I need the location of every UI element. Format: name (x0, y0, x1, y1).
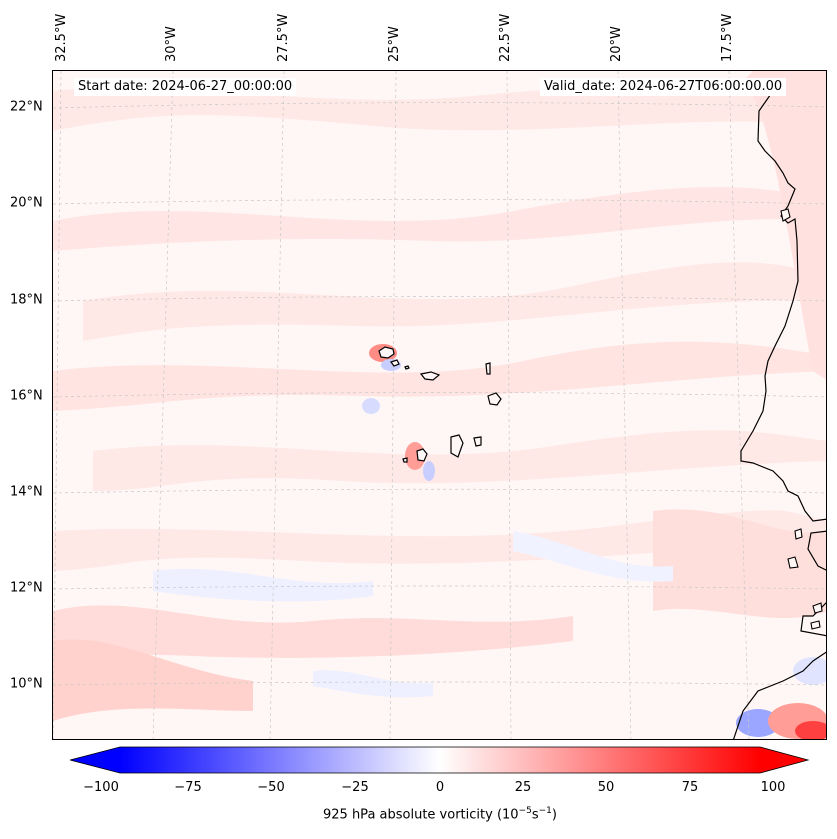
graticule (53, 71, 826, 739)
island-santa-luzia (404, 365, 410, 370)
island-boa-vista (487, 392, 502, 406)
lat-label: 10°N (10, 676, 43, 692)
africa-coastline (733, 90, 826, 739)
lat-label: 16°N (10, 388, 43, 404)
island-santo-antao (378, 346, 395, 359)
island-maio (473, 436, 482, 447)
lat-label: 22°N (10, 99, 43, 115)
colorbar-label-exponent: −1 (538, 806, 552, 816)
lon-label: 32.5°W (54, 13, 69, 62)
lon-label: 25°W (387, 26, 402, 62)
colorbar-gradient (120, 747, 760, 773)
colorbar-label: 925 hPa absolute vorticity (10−5s−1) (0, 806, 837, 822)
lat-label: 14°N (10, 484, 43, 500)
island-santiago (450, 434, 464, 458)
lat-label: 20°N (10, 195, 43, 211)
colorbar-tick-label: 25 (514, 780, 532, 795)
colorbar-tick-label: −25 (341, 780, 369, 795)
vorticity-hotspots (362, 344, 826, 739)
africa-coastline-islands (780, 208, 823, 630)
colorbar-tick-label: 100 (760, 780, 786, 795)
island-sao-nicolau (419, 371, 441, 381)
colorbar-label-suffix: ) (551, 807, 557, 823)
lat-label: 12°N (10, 580, 43, 596)
island-brava (402, 457, 408, 463)
colorbar-tick-label: 0 (435, 780, 445, 795)
colorbar-label-unit: s (531, 807, 539, 823)
island-sal (485, 362, 491, 375)
colorbar-extend-min (70, 747, 120, 773)
colorbar-label-exponent: −5 (518, 806, 532, 816)
lon-label: 17.5°W (720, 13, 735, 62)
valid-date-label: Valid_date: 2024-06-27T06:00:00.00 (540, 78, 787, 96)
colorbar-tick-label: −100 (83, 780, 119, 795)
lon-label: 27.5°W (276, 13, 291, 62)
colorbar-extend-max (760, 747, 808, 773)
vorticity-field-map (53, 71, 826, 739)
colorbar (70, 746, 810, 774)
vorticity-field-shading (53, 71, 826, 721)
map-panel (52, 70, 827, 740)
lon-label: 22.5°W (498, 13, 513, 62)
lon-label: 20°W (609, 26, 624, 62)
colorbar-tick-label: 75 (681, 780, 699, 795)
start-date-label: Start date: 2024-06-27_00:00:00 (74, 78, 297, 96)
lat-label: 18°N (10, 292, 43, 308)
colorbar-tick-label: 50 (597, 780, 615, 795)
cape-verde-islands (378, 346, 502, 463)
island-fogo (416, 448, 428, 462)
colorbar-tick-label: −50 (257, 780, 285, 795)
island-sao-vicente (390, 359, 400, 367)
colorbar-tick-label: −75 (174, 780, 202, 795)
lon-label: 30°W (164, 26, 179, 62)
colorbar-label-prefix: 925 hPa absolute vorticity (10 (323, 807, 519, 823)
